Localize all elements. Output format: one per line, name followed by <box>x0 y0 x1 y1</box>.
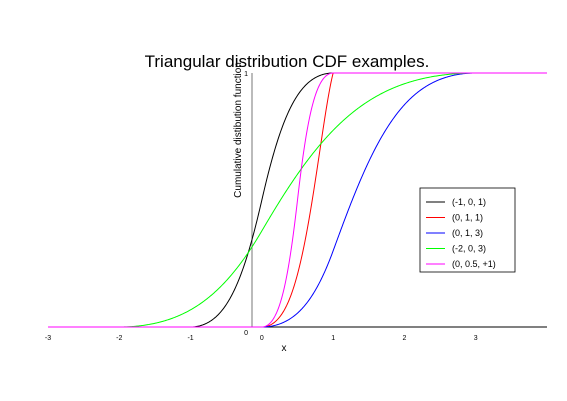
legend-box <box>419 187 516 273</box>
x-ticks: -3 -2 -1 0 1 2 3 <box>45 335 478 342</box>
legend-items: (-1, 0, 1) (0, 1, 1) (0, 1, 3) (-2, 0, 3) (0… <box>426 197 496 269</box>
x-tick-label: 0 <box>260 335 264 342</box>
legend-label: (-2, 0, 3) <box>452 244 486 254</box>
x-tick-label: -2 <box>116 335 122 342</box>
series-lines <box>48 72 547 328</box>
y-ticks: 01 <box>244 71 248 337</box>
y-axis-label: Cumulative distibution function <box>233 62 244 198</box>
legend-label: (0, 1, 1) <box>452 213 483 223</box>
legend-label: (0, 0.5, +1) <box>452 259 496 269</box>
series-line <box>48 72 547 328</box>
x-tick-label: 2 <box>402 335 406 342</box>
x-axis-label: x <box>282 343 287 354</box>
x-tick-label: 3 <box>474 335 478 342</box>
legend-label: (-1, 0, 1) <box>452 197 486 207</box>
x-tick-label: 1 <box>331 335 335 342</box>
y-tick-label: 0 <box>244 330 248 337</box>
y-tick-label: 1 <box>244 71 248 78</box>
chart-title: Triangular distribution CDF examples. <box>145 52 430 71</box>
legend-label: (0, 1, 3) <box>452 228 483 238</box>
x-tick-label: -1 <box>187 335 193 342</box>
x-tick-label: -3 <box>45 335 51 342</box>
legend: (-1, 0, 1) (0, 1, 1) (0, 1, 3) (-2, 0, 3) (0… <box>419 187 516 273</box>
